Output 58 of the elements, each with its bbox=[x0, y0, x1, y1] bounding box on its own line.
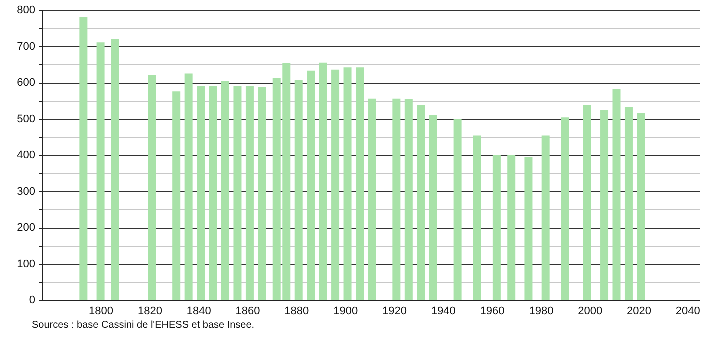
x-tick-label: 2000 bbox=[578, 306, 603, 318]
x-tick-label: 1800 bbox=[89, 306, 114, 318]
bar bbox=[307, 70, 316, 300]
bar bbox=[356, 68, 364, 300]
bar bbox=[600, 110, 609, 300]
bar bbox=[294, 80, 303, 300]
y-tick-label: 200 bbox=[17, 222, 36, 234]
bar bbox=[392, 98, 401, 300]
bar bbox=[612, 89, 621, 300]
y-tick-label: 500 bbox=[17, 113, 36, 126]
x-tick-label: 1900 bbox=[334, 306, 358, 318]
x-tick-label: 1840 bbox=[186, 306, 212, 318]
bar bbox=[344, 68, 352, 300]
bar bbox=[542, 136, 550, 300]
bar bbox=[246, 86, 254, 300]
bar bbox=[417, 104, 426, 300]
y-tick-label: 300 bbox=[17, 186, 36, 198]
bar bbox=[404, 100, 413, 300]
bar bbox=[222, 81, 230, 300]
bar bbox=[332, 70, 340, 300]
bar bbox=[96, 42, 105, 300]
y-tick-label: 700 bbox=[17, 40, 36, 53]
x-tick-label: 1920 bbox=[382, 306, 407, 318]
y-tick-label: 0 bbox=[29, 294, 36, 306]
y-tick-label: 600 bbox=[17, 77, 36, 89]
bar bbox=[429, 115, 438, 300]
bar bbox=[368, 98, 376, 300]
bar bbox=[184, 74, 193, 300]
bar bbox=[473, 136, 482, 300]
bar bbox=[583, 104, 592, 300]
bar bbox=[561, 118, 570, 300]
source-note: Sources : base Cassini de l'EHESS et base Insee. bbox=[32, 320, 255, 331]
bar bbox=[234, 86, 242, 300]
x-tick-label: 1940 bbox=[431, 306, 456, 318]
y-tick-label: 100 bbox=[17, 258, 36, 270]
x-tick-label: 1960 bbox=[480, 306, 505, 318]
x-tick-label: 2040 bbox=[676, 306, 700, 318]
bar bbox=[197, 86, 206, 300]
bar bbox=[80, 17, 88, 300]
bar bbox=[454, 119, 462, 300]
bar bbox=[148, 75, 156, 300]
bar bbox=[209, 86, 218, 300]
x-tick-label: 1880 bbox=[284, 306, 310, 318]
bar bbox=[637, 112, 646, 300]
x-tick-label: 1820 bbox=[138, 306, 162, 318]
bar bbox=[111, 39, 120, 300]
bar bbox=[319, 62, 328, 300]
bar bbox=[172, 92, 181, 300]
bar bbox=[624, 107, 633, 300]
bar bbox=[524, 158, 533, 300]
x-tick-label: 2020 bbox=[627, 306, 652, 318]
y-tick-label: 400 bbox=[17, 150, 36, 162]
x-tick-label: 1980 bbox=[529, 306, 554, 318]
bar bbox=[492, 155, 501, 300]
y-tick-label: 800 bbox=[17, 4, 36, 16]
bar bbox=[508, 155, 516, 300]
x-tick-label: 1860 bbox=[236, 306, 260, 318]
bar bbox=[258, 87, 266, 300]
